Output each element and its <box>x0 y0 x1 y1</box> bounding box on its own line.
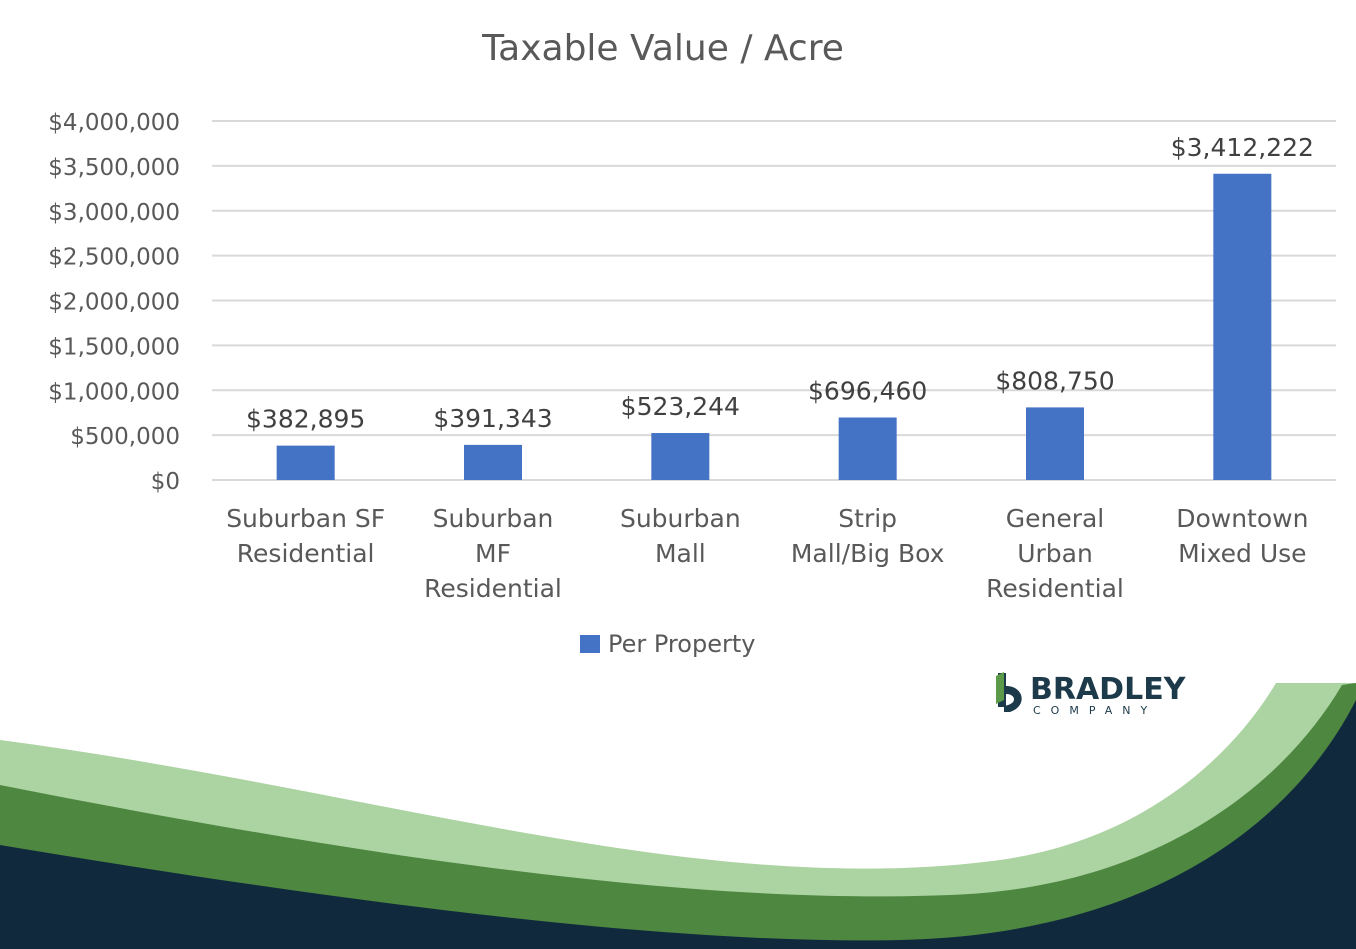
x-tick-label: Urban <box>1017 539 1093 568</box>
bars <box>276 173 1272 480</box>
data-label: $523,244 <box>621 392 740 421</box>
x-tick-label: Suburban <box>620 504 741 533</box>
y-tick-label: $0 <box>151 469 180 495</box>
y-tick-label: $500,000 <box>70 424 180 450</box>
bar <box>838 417 897 480</box>
x-tick-label: Residential <box>986 574 1124 603</box>
x-tick-label: Residential <box>424 574 562 603</box>
bar <box>1213 173 1272 480</box>
brand-sub: COMPANY <box>1033 704 1157 717</box>
x-tick-label: Mall/Big Box <box>791 539 945 568</box>
footer-swoosh <box>0 683 1356 949</box>
bradley-logo: BRADLEY COMPANY <box>996 672 1187 717</box>
brand-name: BRADLEY <box>1030 672 1187 707</box>
bar <box>1026 407 1084 480</box>
x-tick-label: General <box>1006 504 1105 533</box>
bar <box>651 433 710 480</box>
swoosh-navy <box>0 700 1356 949</box>
legend-swatch <box>580 635 600 653</box>
data-label: $3,412,222 <box>1171 133 1314 162</box>
bar <box>276 445 335 480</box>
x-tick-label: Mixed Use <box>1178 539 1306 568</box>
x-tick-label: Strip <box>838 504 897 533</box>
y-tick-label: $1,500,000 <box>48 334 180 360</box>
x-tick-label: Suburban <box>433 504 554 533</box>
y-tick-label: $1,000,000 <box>48 379 180 405</box>
legend-label: Per Property <box>608 630 755 658</box>
gridlines <box>212 120 1336 481</box>
x-tick-label: Mall <box>655 539 706 568</box>
data-label: $391,343 <box>433 404 552 433</box>
legend: Per Property <box>580 630 755 658</box>
swoosh-dark-green <box>0 683 1356 949</box>
bradley-logo-mark <box>996 672 1022 712</box>
data-label: $696,460 <box>808 376 927 405</box>
x-tick-label: Residential <box>237 539 375 568</box>
x-axis: Suburban SF Residential Suburban MF Resident… <box>226 504 1308 603</box>
chart-title: Taxable Value / Acre <box>481 28 844 69</box>
x-tick-label: MF <box>475 539 511 568</box>
y-tick-label: $3,500,000 <box>48 155 180 181</box>
y-tick-label: $3,000,000 <box>48 200 180 226</box>
bar <box>464 444 522 480</box>
data-label: $382,895 <box>246 405 365 434</box>
y-tick-label: $2,500,000 <box>48 245 180 271</box>
data-labels: $382,895 $391,343 $523,244 $696,460 $808,750… <box>246 133 1314 434</box>
y-tick-label: $2,000,000 <box>48 290 180 316</box>
x-tick-label: Downtown <box>1176 504 1308 533</box>
y-axis: $0 $500,000 $1,000,000 $1,500,000 $2,000,000… <box>48 110 180 495</box>
data-label: $808,750 <box>995 366 1114 395</box>
y-tick-label: $4,000,000 <box>48 110 180 136</box>
x-tick-label: Suburban SF <box>226 504 385 533</box>
